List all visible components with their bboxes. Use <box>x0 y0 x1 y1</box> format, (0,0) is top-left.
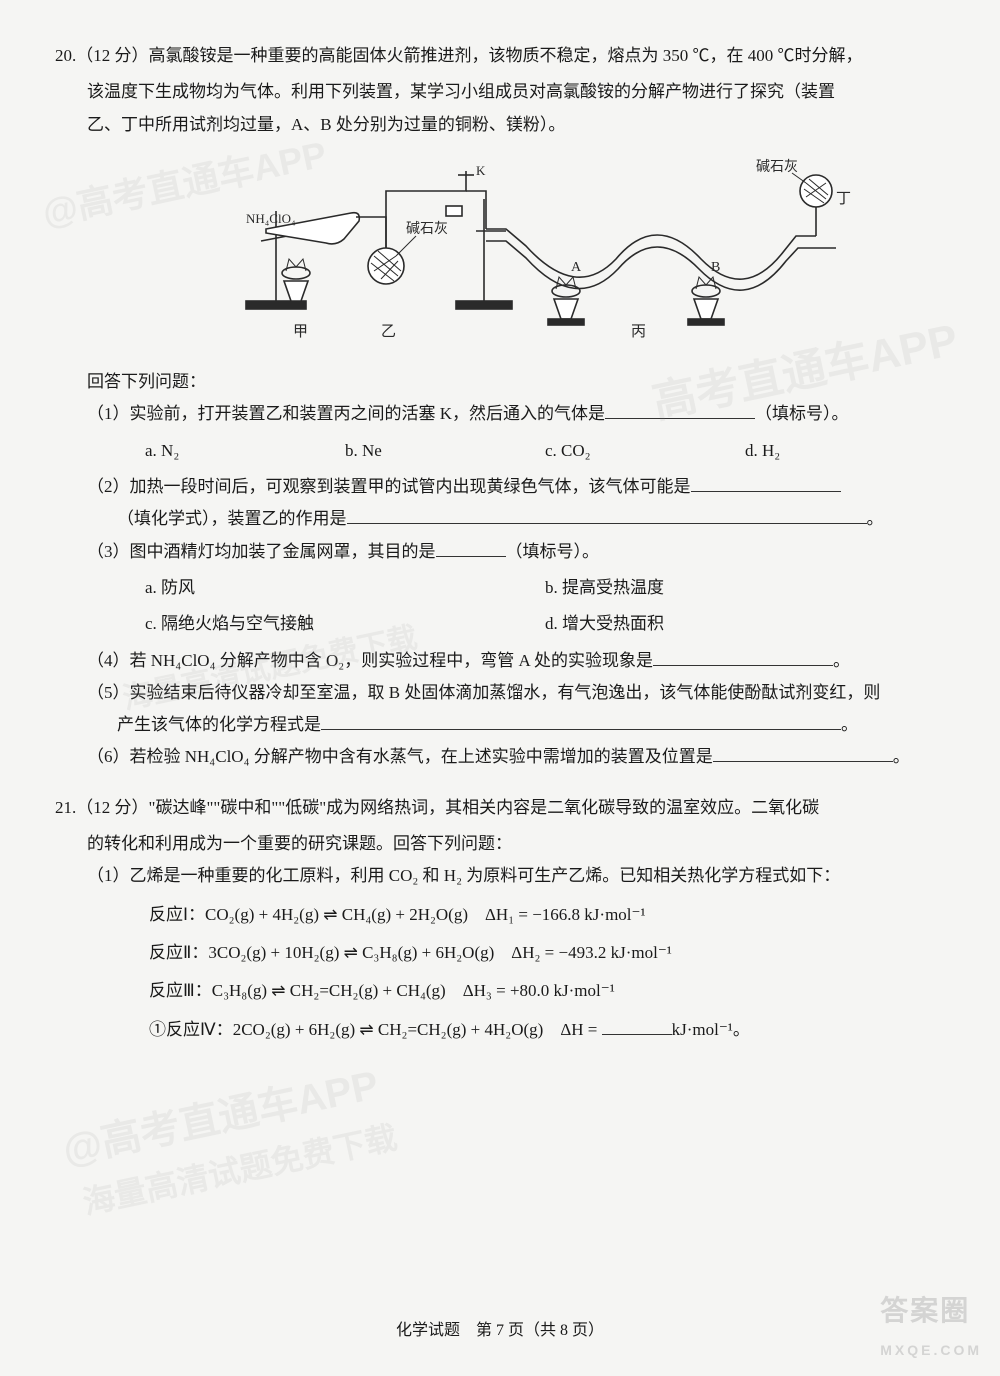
label-K: K <box>476 163 486 178</box>
p3-tail: （填标号）。 <box>506 542 600 561</box>
eq3-label: 反应Ⅲ： <box>149 981 212 1000</box>
eq2-label: 反应Ⅱ： <box>149 943 208 962</box>
blank <box>436 538 506 557</box>
watermark: @高考直通车APP <box>56 1047 386 1188</box>
p1-text: （1）实验前，打开装置乙和装置丙之间的活塞 K，然后通入的气体是 <box>87 404 605 423</box>
q21-header: 21.（12 分）"碳达峰""碳中和""低碳"成为网络热词，其相关内容是二氧化碳… <box>55 792 945 824</box>
eq4-formula: 2CO₂(g) + 6H₂(g) ⇌ CH₂=CH₂(g) + 4H₂O(g) <box>233 1020 544 1039</box>
p1-tail: （填标号）。 <box>755 404 849 423</box>
eq1-label: 反应Ⅰ： <box>149 905 205 924</box>
label-jia: 甲 <box>293 324 308 340</box>
q20-p5-line2: 产生该气体的化学方程式是 。 <box>87 709 945 741</box>
q20-p5: （5）实验结束后待仪器冷却至室温，取 B 处固体滴加蒸馏水，有气泡逸出，该气体能… <box>87 677 945 709</box>
q20-p1-choices: a. N₂ b. Ne c. CO₂ d. H₂ <box>87 435 945 467</box>
eq1-dh: ΔH₁ = −166.8 kJ·mol⁻¹ <box>485 905 646 924</box>
question-20: 20.（12 分）高氯酸铵是一种重要的高能固体火箭推进剂，该物质不稳定，熔点为 … <box>55 40 945 774</box>
eq3-dh: ΔH₃ = +80.0 kJ·mol⁻¹ <box>463 981 615 1000</box>
q20-body: 该温度下生成物均为气体。利用下列装置，某学习小组成员对高氯酸铵的分解产物进行了探… <box>55 76 945 773</box>
q-number: 20. <box>55 46 76 65</box>
q20-intro-line2: 该温度下生成物均为气体。利用下列装置，某学习小组成员对高氯酸铵的分解产物进行了探… <box>87 76 945 108</box>
choice-d: d. 增大受热面积 <box>545 608 945 640</box>
p2-text1: （2）加热一段时间后，可观察到装置甲的试管内出现黄绿色气体，该气体可能是 <box>87 477 691 496</box>
q20-intro-line3: 乙、丁中所用试剂均过量，A、B 处分别为过量的铜粉、镁粉）。 <box>87 109 945 141</box>
eq2: 反应Ⅱ：3CO₂(g) + 10H₂(g) ⇌ C₃H₈(g) + 6H₂O(g… <box>87 937 945 969</box>
choice-b: b. 提高受热温度 <box>545 572 945 604</box>
corner-watermark: 答案圈 MXQE.COM <box>880 1284 982 1364</box>
corner-sub: MXQE.COM <box>880 1337 982 1364</box>
q20-p3-choices-cd: c. 隔绝火焰与空气接触 d. 增大受热面积 <box>87 608 945 640</box>
q21-intro1: "碳达峰""碳中和""低碳"成为网络热词，其相关内容是二氧化碳导致的温室效应。二… <box>149 798 820 817</box>
choice-c: c. 隔绝火焰与空气接触 <box>145 608 545 640</box>
eq3-formula: C₃H₈(g) ⇌ CH₂=CH₂(g) + CH₄(g) <box>212 981 446 1000</box>
apparatus-diagram: NH₄ClO₄ 甲 碱石灰 <box>87 151 945 352</box>
q20-p2: （2）加热一段时间后，可观察到装置甲的试管内出现黄绿色气体，该气体可能是 <box>87 471 945 503</box>
label-lime2: 碱石灰 <box>756 159 798 175</box>
blank <box>321 711 841 730</box>
label-bing: 丙 <box>631 324 646 340</box>
p5-tail: 。 <box>841 715 858 734</box>
p2-text2: （填化学式），装置乙的作用是 <box>117 509 347 528</box>
eq3: 反应Ⅲ：C₃H₈(g) ⇌ CH₂=CH₂(g) + CH₄(g) ΔH₃ = … <box>87 975 945 1007</box>
q20-intro-line1: 高氯酸铵是一种重要的高能固体火箭推进剂，该物质不稳定，熔点为 350 ℃，在 4… <box>149 46 863 65</box>
blank <box>605 401 755 420</box>
q20-p3-choices-ab: a. 防风 b. 提高受热温度 <box>87 572 945 604</box>
question-21: 21.（12 分）"碳达峰""碳中和""低碳"成为网络热词，其相关内容是二氧化碳… <box>55 792 945 1046</box>
p5-text1: （5）实验结束后待仪器冷却至室温，取 B 处固体滴加蒸馏水，有气泡逸出，该气体能… <box>87 683 880 702</box>
p2-tail: 。 <box>867 509 884 528</box>
label-nh4clo4: NH₄ClO₄ <box>246 211 296 226</box>
eq4-unit: kJ·mol⁻¹。 <box>672 1020 750 1039</box>
q20-p6: （6）若检验 NH₄ClO₄ 分解产物中含有水蒸气，在上述实验中需增加的装置及位… <box>87 741 945 773</box>
q21-intro2: 的转化和利用成为一个重要的研究课题。回答下列问题： <box>87 828 945 860</box>
blank <box>653 647 833 666</box>
p6-text: （6）若检验 NH₄ClO₄ 分解产物中含有水蒸气，在上述实验中需增加的装置及位… <box>87 747 713 766</box>
blank <box>713 744 893 763</box>
eq1: 反应Ⅰ：CO₂(g) + 4H₂(g) ⇌ CH₄(g) + 2H₂O(g) Δ… <box>87 899 945 931</box>
p6-tail: 。 <box>893 747 910 766</box>
label-B: B <box>711 260 720 275</box>
label-yi: 乙 <box>381 324 396 340</box>
watermark: 海量高清试题免费下载 <box>77 1107 403 1233</box>
eq2-dh: ΔH₂ = −493.2 kJ·mol⁻¹ <box>511 943 672 962</box>
corner-main: 答案圈 <box>880 1295 970 1326</box>
label-ding: 丁 <box>836 191 851 207</box>
choice-d: d. H₂ <box>745 435 945 467</box>
eq4-dhpre: ΔH = <box>560 1020 601 1039</box>
q-score: （12 分） <box>76 46 148 65</box>
q20-header: 20.（12 分）高氯酸铵是一种重要的高能固体火箭推进剂，该物质不稳定，熔点为 … <box>55 40 945 72</box>
blank <box>691 473 841 492</box>
q20-p2-line2: （填化学式），装置乙的作用是 。 <box>87 503 945 535</box>
label-A: A <box>571 260 582 275</box>
choice-a: a. N₂ <box>145 435 345 467</box>
eq1-formula: CO₂(g) + 4H₂(g) ⇌ CH₄(g) + 2H₂O(g) <box>205 905 468 924</box>
q21-body: 的转化和利用成为一个重要的研究课题。回答下列问题： （1）乙烯是一种重要的化工原… <box>55 828 945 1046</box>
eq2-formula: 3CO₂(g) + 10H₂(g) ⇌ C₃H₈(g) + 6H₂O(g) <box>208 943 494 962</box>
blank <box>347 506 867 525</box>
eq4-label: ①反应Ⅳ： <box>149 1020 233 1039</box>
q20-p4: （4）若 NH₄ClO₄ 分解产物中含 O₂，则实验过程中，弯管 A 处的实验现… <box>87 645 945 677</box>
p4-tail: 。 <box>833 651 850 670</box>
q-number: 21. <box>55 798 76 817</box>
q20-p1: （1）实验前，打开装置乙和装置丙之间的活塞 K，然后通入的气体是 （填标号）。 <box>87 398 945 430</box>
p3-text: （3）图中酒精灯均加装了金属网罩，其目的是 <box>87 542 436 561</box>
page-footer: 化学试题 第 7 页（共 8 页） <box>0 1316 1000 1346</box>
q20-p3: （3）图中酒精灯均加装了金属网罩，其目的是 （填标号）。 <box>87 536 945 568</box>
q21-p1: （1）乙烯是一种重要的化工原料，利用 CO₂ 和 H₂ 为原料可生产乙烯。已知相… <box>87 860 945 892</box>
q20-answer-header: 回答下列问题： <box>87 366 945 398</box>
choice-b: b. Ne <box>345 435 545 467</box>
eq4: ①反应Ⅳ：2CO₂(g) + 6H₂(g) ⇌ CH₂=CH₂(g) + 4H₂… <box>87 1014 945 1046</box>
q-score: （12 分） <box>76 798 148 817</box>
p4-text: （4）若 NH₄ClO₄ 分解产物中含 O₂，则实验过程中，弯管 A 处的实验现… <box>87 651 653 670</box>
choice-c: c. CO₂ <box>545 435 745 467</box>
blank <box>602 1016 672 1035</box>
choice-a: a. 防风 <box>145 572 545 604</box>
label-lime1: 碱石灰 <box>406 221 448 237</box>
p5-text2: 产生该气体的化学方程式是 <box>117 715 321 734</box>
